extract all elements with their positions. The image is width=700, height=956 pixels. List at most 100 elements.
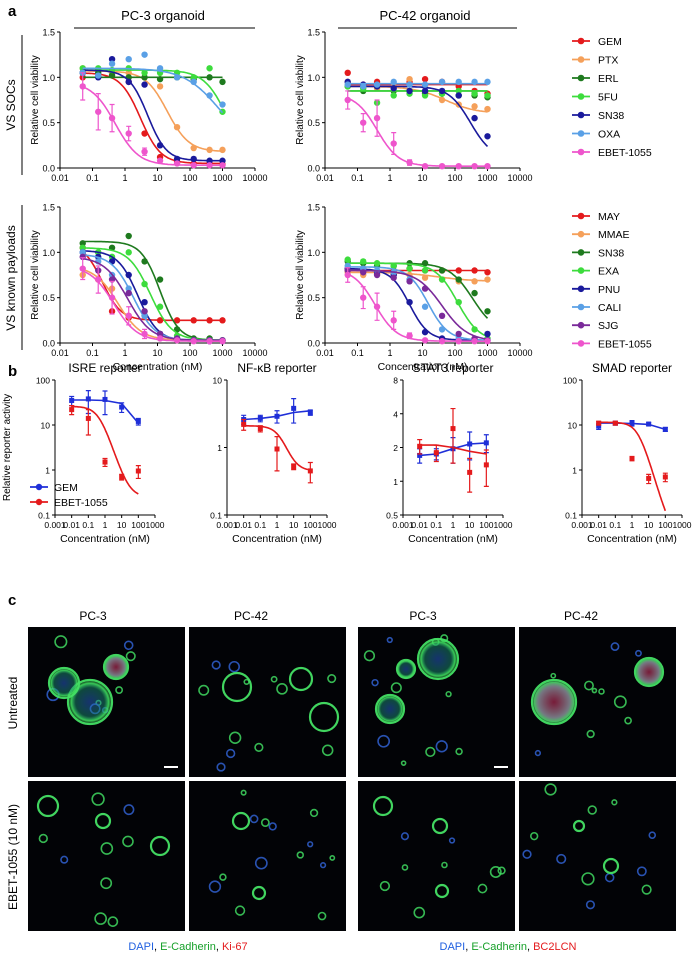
data-point bbox=[125, 271, 132, 279]
organoid bbox=[431, 817, 449, 835]
cell-spot bbox=[610, 642, 620, 651]
data-point bbox=[119, 404, 125, 410]
fit-curve bbox=[347, 262, 488, 338]
data-point bbox=[156, 330, 164, 338]
data-point bbox=[483, 440, 489, 446]
series-pnu bbox=[79, 249, 226, 345]
data-point bbox=[421, 328, 429, 336]
data-point bbox=[219, 337, 226, 345]
tile-pc42-ebet-bc2lcn bbox=[519, 781, 676, 931]
cell-spot bbox=[317, 911, 327, 921]
data-point bbox=[206, 65, 213, 72]
y-tick-label: 0.0 bbox=[307, 339, 320, 349]
microscopy-grid bbox=[28, 627, 676, 931]
series-ptx bbox=[79, 65, 226, 154]
organoid bbox=[434, 883, 450, 899]
cell-spot bbox=[54, 635, 68, 649]
data-point bbox=[173, 317, 181, 324]
data-point bbox=[156, 335, 164, 342]
data-point bbox=[141, 130, 148, 137]
organoid bbox=[416, 637, 460, 681]
data-point bbox=[455, 83, 462, 90]
fit-curve bbox=[82, 251, 223, 322]
y-tick-label: 0.5 bbox=[42, 293, 55, 303]
data-point bbox=[219, 317, 226, 324]
organoid bbox=[530, 678, 578, 726]
cell-spot bbox=[254, 742, 264, 752]
cell-spot bbox=[211, 660, 221, 670]
legend-label: EBET-1055 bbox=[54, 497, 108, 509]
series-ebet-1055 bbox=[79, 72, 226, 169]
data-point bbox=[438, 87, 446, 95]
data-point bbox=[135, 468, 141, 474]
tile-pc3-untreated-ki67 bbox=[28, 627, 185, 777]
data-point bbox=[156, 317, 164, 324]
legend-marker bbox=[577, 285, 585, 293]
data-point bbox=[190, 155, 197, 163]
y-tick-label: 0.1 bbox=[210, 511, 222, 521]
legend-label: SJG bbox=[598, 320, 618, 332]
cell-spot bbox=[219, 873, 227, 881]
x-tick-label: 0.1 bbox=[86, 173, 99, 183]
data-point bbox=[471, 337, 478, 345]
y-tick-label: 0.5 bbox=[307, 118, 320, 128]
data-point bbox=[646, 475, 652, 481]
x-axis-label: Concentration (nM) bbox=[113, 361, 203, 373]
data-point bbox=[257, 415, 263, 421]
data-point bbox=[291, 464, 297, 470]
cell-spot bbox=[400, 760, 407, 766]
legend-marker bbox=[577, 267, 585, 274]
legend-marker bbox=[577, 56, 585, 63]
data-point bbox=[125, 312, 132, 319]
cell-spot bbox=[648, 831, 657, 839]
data-point bbox=[360, 269, 367, 276]
data-point bbox=[219, 162, 226, 169]
data-point bbox=[373, 260, 381, 267]
data-point bbox=[390, 274, 397, 281]
viability-chart-pc3-socs: 0.01 0.1 1 10 100 1000 10000 0.0 0.5 1.0 1.5 Relati… bbox=[30, 28, 268, 184]
chart-title: ISRE reporter bbox=[68, 361, 141, 375]
x-tick-label: 0.001 bbox=[571, 520, 593, 530]
series-ptx bbox=[344, 75, 491, 113]
data-point bbox=[206, 92, 213, 99]
legend-marker bbox=[35, 483, 43, 491]
viability-chart-pc3-payloads: 0.01 0.1 1 10 100 1000 10000 0.0 0.5 1.0 1.5 Relati… bbox=[30, 203, 268, 374]
cell-spot bbox=[228, 660, 241, 673]
data-point bbox=[206, 146, 213, 154]
data-point bbox=[173, 337, 181, 344]
cell-spot bbox=[390, 682, 402, 694]
x-tick-label: 1 bbox=[387, 173, 392, 183]
data-point bbox=[119, 474, 125, 480]
data-point bbox=[344, 69, 351, 77]
data-point bbox=[173, 155, 181, 163]
data-point bbox=[390, 140, 397, 147]
micrograph-background bbox=[189, 781, 346, 931]
data-point bbox=[190, 162, 197, 169]
legend-label: GEM bbox=[598, 36, 622, 48]
cell-spot bbox=[115, 686, 124, 694]
row-label-untreated: Untreated bbox=[6, 677, 20, 730]
cell-spot bbox=[497, 866, 506, 875]
organoid bbox=[395, 658, 417, 680]
data-point bbox=[455, 276, 462, 283]
data-point bbox=[421, 303, 429, 310]
cell-spot bbox=[587, 805, 597, 815]
data-point bbox=[421, 162, 429, 170]
legend-label: MMAE bbox=[598, 229, 630, 241]
data-point bbox=[108, 294, 116, 301]
x-tick-label: 0.01 bbox=[235, 520, 252, 530]
data-point bbox=[141, 69, 148, 77]
fit-curve bbox=[82, 69, 223, 162]
legend-marker bbox=[35, 498, 43, 506]
legend-label: ERL bbox=[598, 73, 619, 85]
data-point bbox=[406, 265, 413, 272]
data-point bbox=[455, 162, 462, 170]
series-ebet-1055 bbox=[344, 90, 491, 170]
legend-marker bbox=[577, 93, 585, 100]
x-tick-label: 0.1 bbox=[254, 520, 266, 530]
data-point bbox=[484, 269, 491, 276]
y-tick-label: 1.0 bbox=[42, 248, 55, 258]
fit-curve bbox=[82, 72, 223, 165]
panel-label-c: c bbox=[8, 592, 16, 609]
